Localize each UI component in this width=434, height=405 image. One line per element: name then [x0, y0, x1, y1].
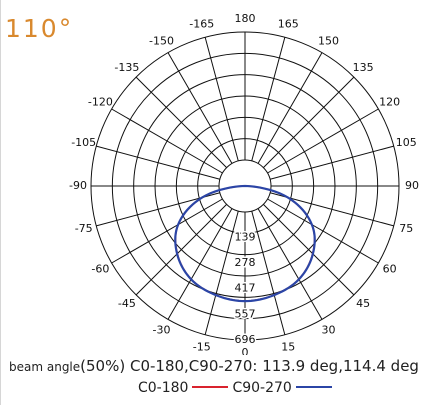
angle-label: 135: [353, 61, 374, 74]
radial-labels: 139 278 417 557 696: [233, 229, 257, 347]
angle-label: 0: [242, 346, 249, 355]
beam-angle-prefix: beam angle: [9, 360, 81, 374]
angle-label: -105: [71, 136, 96, 149]
angle-label: 120: [379, 96, 400, 109]
grid-spoke: [204, 210, 239, 335]
angle-label: 165: [278, 18, 299, 31]
grid-spoke: [251, 37, 286, 162]
radial-tick-label: 139: [235, 231, 256, 244]
beam-angle-values: (50%) C0-180,C90-270: 113.9 deg,114.4 de…: [80, 357, 419, 375]
angle-label: 15: [281, 340, 295, 353]
grid-spoke: [263, 76, 355, 168]
grid-spoke: [167, 52, 233, 164]
angle-label: -150: [149, 34, 174, 47]
angle-label: 105: [396, 136, 417, 149]
angle-label: -165: [189, 18, 214, 31]
grid-spoke: [267, 108, 379, 174]
angle-label: 60: [383, 263, 397, 276]
legend-label-c0-180: C0-180: [138, 380, 189, 396]
grid-spoke: [269, 145, 394, 180]
angle-label: -15: [193, 340, 211, 353]
legend: C0-180 C90-270: [138, 380, 336, 396]
grid-spoke: [135, 204, 227, 296]
radial-tick-label: 417: [235, 282, 256, 295]
angle-label: 90: [405, 179, 419, 192]
angle-label: -90: [69, 179, 87, 192]
radial-tick-label: 696: [235, 333, 256, 346]
grid-spoke: [257, 208, 323, 320]
grid-spoke: [111, 198, 223, 264]
angle-label: -135: [114, 61, 139, 74]
grid-spoke: [135, 76, 227, 168]
angle-label: 150: [318, 34, 339, 47]
intensity-curves: [174, 184, 316, 303]
angle-label: -120: [88, 96, 113, 109]
angle-label: -60: [91, 263, 109, 276]
angle-label: 30: [322, 324, 336, 337]
grid-spoke: [257, 52, 323, 164]
angle-label: 45: [356, 297, 370, 310]
angle-label: 180: [235, 12, 256, 25]
grid-spoke: [167, 208, 233, 320]
radial-tick-label: 278: [235, 256, 256, 269]
grid-spoke: [263, 204, 355, 296]
radial-tick-label: 557: [235, 307, 256, 320]
angle-label: -75: [75, 222, 93, 235]
beam-angle-title: 110°: [5, 14, 74, 43]
grid-spoke: [204, 37, 239, 162]
legend-line-c90-270: [295, 385, 332, 388]
legend-label-c90-270: C90-270: [232, 380, 292, 396]
grid-spoke: [111, 108, 223, 174]
polar-grid: [90, 31, 400, 341]
angle-labels: 180 1651501351201059075604530150-15-30-45…: [69, 12, 419, 355]
grid-spoke: [96, 145, 221, 180]
curve-c90-270: [174, 184, 316, 303]
grid-spoke: [267, 198, 379, 264]
angle-label: -45: [118, 297, 136, 310]
angle-label: -30: [153, 324, 171, 337]
legend-line-c0-180: [192, 385, 229, 388]
beam-angle-text: beam angle(50%) C0-180,C90-270: 113.9 de…: [9, 357, 433, 375]
polar-chart: 180 1651501351201059075604530150-15-30-45…: [69, 12, 419, 355]
angle-label: 75: [399, 222, 413, 235]
grid-spoke: [251, 210, 286, 335]
